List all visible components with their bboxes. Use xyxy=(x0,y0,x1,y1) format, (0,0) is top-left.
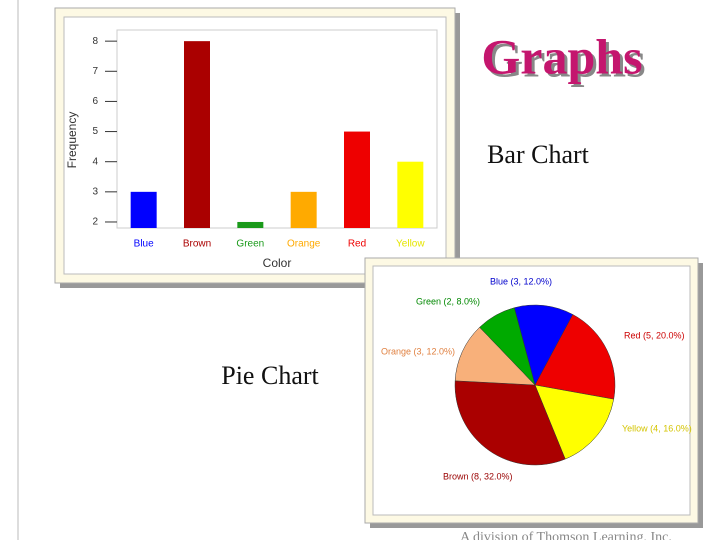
y-tick-label: 5 xyxy=(92,126,98,137)
pie-slice xyxy=(479,307,536,386)
bar-chart: 2 3 4 5 6 7 8 Blue Brown Green Orange Red Yellow Colo… xyxy=(65,29,438,270)
y-tick-label: 8 xyxy=(92,36,98,47)
pie-slice xyxy=(513,304,574,386)
x-tick-label: Brown xyxy=(183,239,211,250)
pie-slice xyxy=(454,326,536,386)
slice-label: Green (2, 8.0%) xyxy=(416,296,480,306)
y-tick-label: 7 xyxy=(92,66,98,77)
slice-label: Orange (3, 12.0%) xyxy=(381,346,455,356)
bar xyxy=(237,221,264,228)
pie-slice xyxy=(534,314,616,400)
bar xyxy=(344,131,370,228)
pie-slice xyxy=(534,384,615,460)
y-tick-label: 3 xyxy=(92,186,98,197)
slice-label: Blue (3, 12.0%) xyxy=(490,276,552,286)
pie-caption: Pie Chart xyxy=(221,361,319,390)
title-shadow: Graphs xyxy=(484,31,645,87)
bar xyxy=(130,191,157,228)
slice-label: Brown (8, 32.0%) xyxy=(443,471,513,481)
x-tick-label: Green xyxy=(236,239,264,250)
x-tick-label: Blue xyxy=(134,239,154,250)
pie-slice xyxy=(454,380,566,466)
slice-label: Yellow (4, 16.0%) xyxy=(622,423,692,433)
bar xyxy=(290,191,317,228)
slice-label: Red (5, 20.0%) xyxy=(624,330,685,340)
bar xyxy=(184,41,210,229)
pie-chart: Blue (3, 12.0%) Red (5, 20.0%) Yellow (4, … xyxy=(381,276,692,481)
x-tick-label: Red xyxy=(348,239,366,250)
bar-panel xyxy=(63,16,447,275)
bar xyxy=(397,161,424,228)
y-tick-label: 6 xyxy=(92,96,98,107)
x-tick-label: Orange xyxy=(287,239,321,250)
slide-title: Graphs xyxy=(481,28,642,84)
y-axis-label: Frequency xyxy=(65,112,79,169)
footer: A division of Thomson Learning, Inc. xyxy=(460,530,672,540)
y-tick-label: 4 xyxy=(92,156,98,167)
x-tick-label: Yellow xyxy=(396,239,425,250)
plot-frame xyxy=(116,29,438,229)
bar-caption: Bar Chart xyxy=(487,140,590,169)
y-tick-label: 2 xyxy=(92,217,98,228)
x-axis-label: Color xyxy=(263,256,292,270)
